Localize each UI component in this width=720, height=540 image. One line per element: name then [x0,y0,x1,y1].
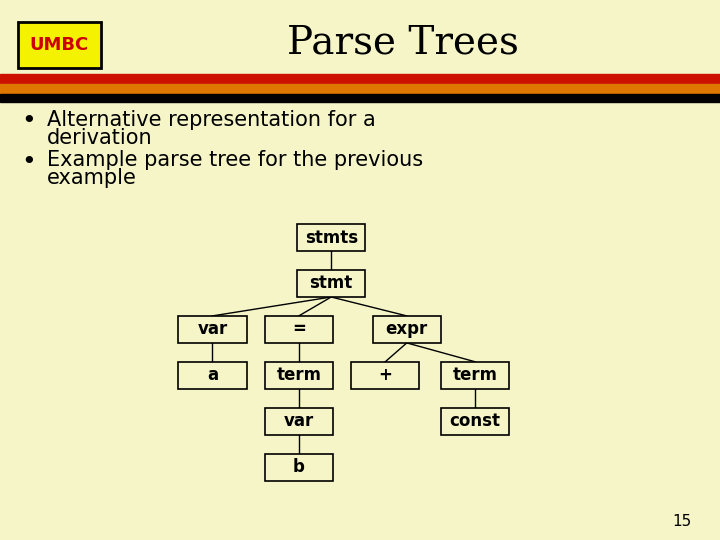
Text: Alternative representation for a: Alternative representation for a [47,110,376,130]
Text: term: term [276,366,321,384]
Text: expr: expr [386,320,428,339]
Text: example: example [47,168,137,188]
Text: 15: 15 [672,514,691,529]
FancyBboxPatch shape [351,362,419,389]
Text: stmt: stmt [310,274,353,293]
FancyBboxPatch shape [265,408,333,435]
Bar [0,74,720,84]
Text: term: term [453,366,498,384]
FancyBboxPatch shape [441,408,510,435]
FancyBboxPatch shape [179,362,246,389]
Bar [0,84,720,93]
Text: var: var [197,320,228,339]
FancyBboxPatch shape [441,362,510,389]
FancyBboxPatch shape [265,316,333,343]
FancyBboxPatch shape [297,224,366,251]
Text: const: const [450,412,500,430]
Text: var: var [284,412,314,430]
Text: Example parse tree for the previous: Example parse tree for the previous [47,150,423,171]
FancyBboxPatch shape [18,22,101,68]
Text: +: + [378,366,392,384]
Text: UMBC: UMBC [30,36,89,53]
Bar [0,94,720,102]
Text: =: = [292,320,306,339]
Text: Parse Trees: Parse Trees [287,25,519,62]
Text: b: b [293,458,305,476]
Text: •: • [22,150,36,174]
Text: stmts: stmts [305,228,358,247]
Text: a: a [207,366,218,384]
Text: derivation: derivation [47,127,153,148]
FancyBboxPatch shape [179,316,246,343]
FancyBboxPatch shape [297,270,366,297]
FancyBboxPatch shape [265,454,333,481]
FancyBboxPatch shape [373,316,441,343]
FancyBboxPatch shape [265,362,333,389]
Text: •: • [22,110,36,133]
